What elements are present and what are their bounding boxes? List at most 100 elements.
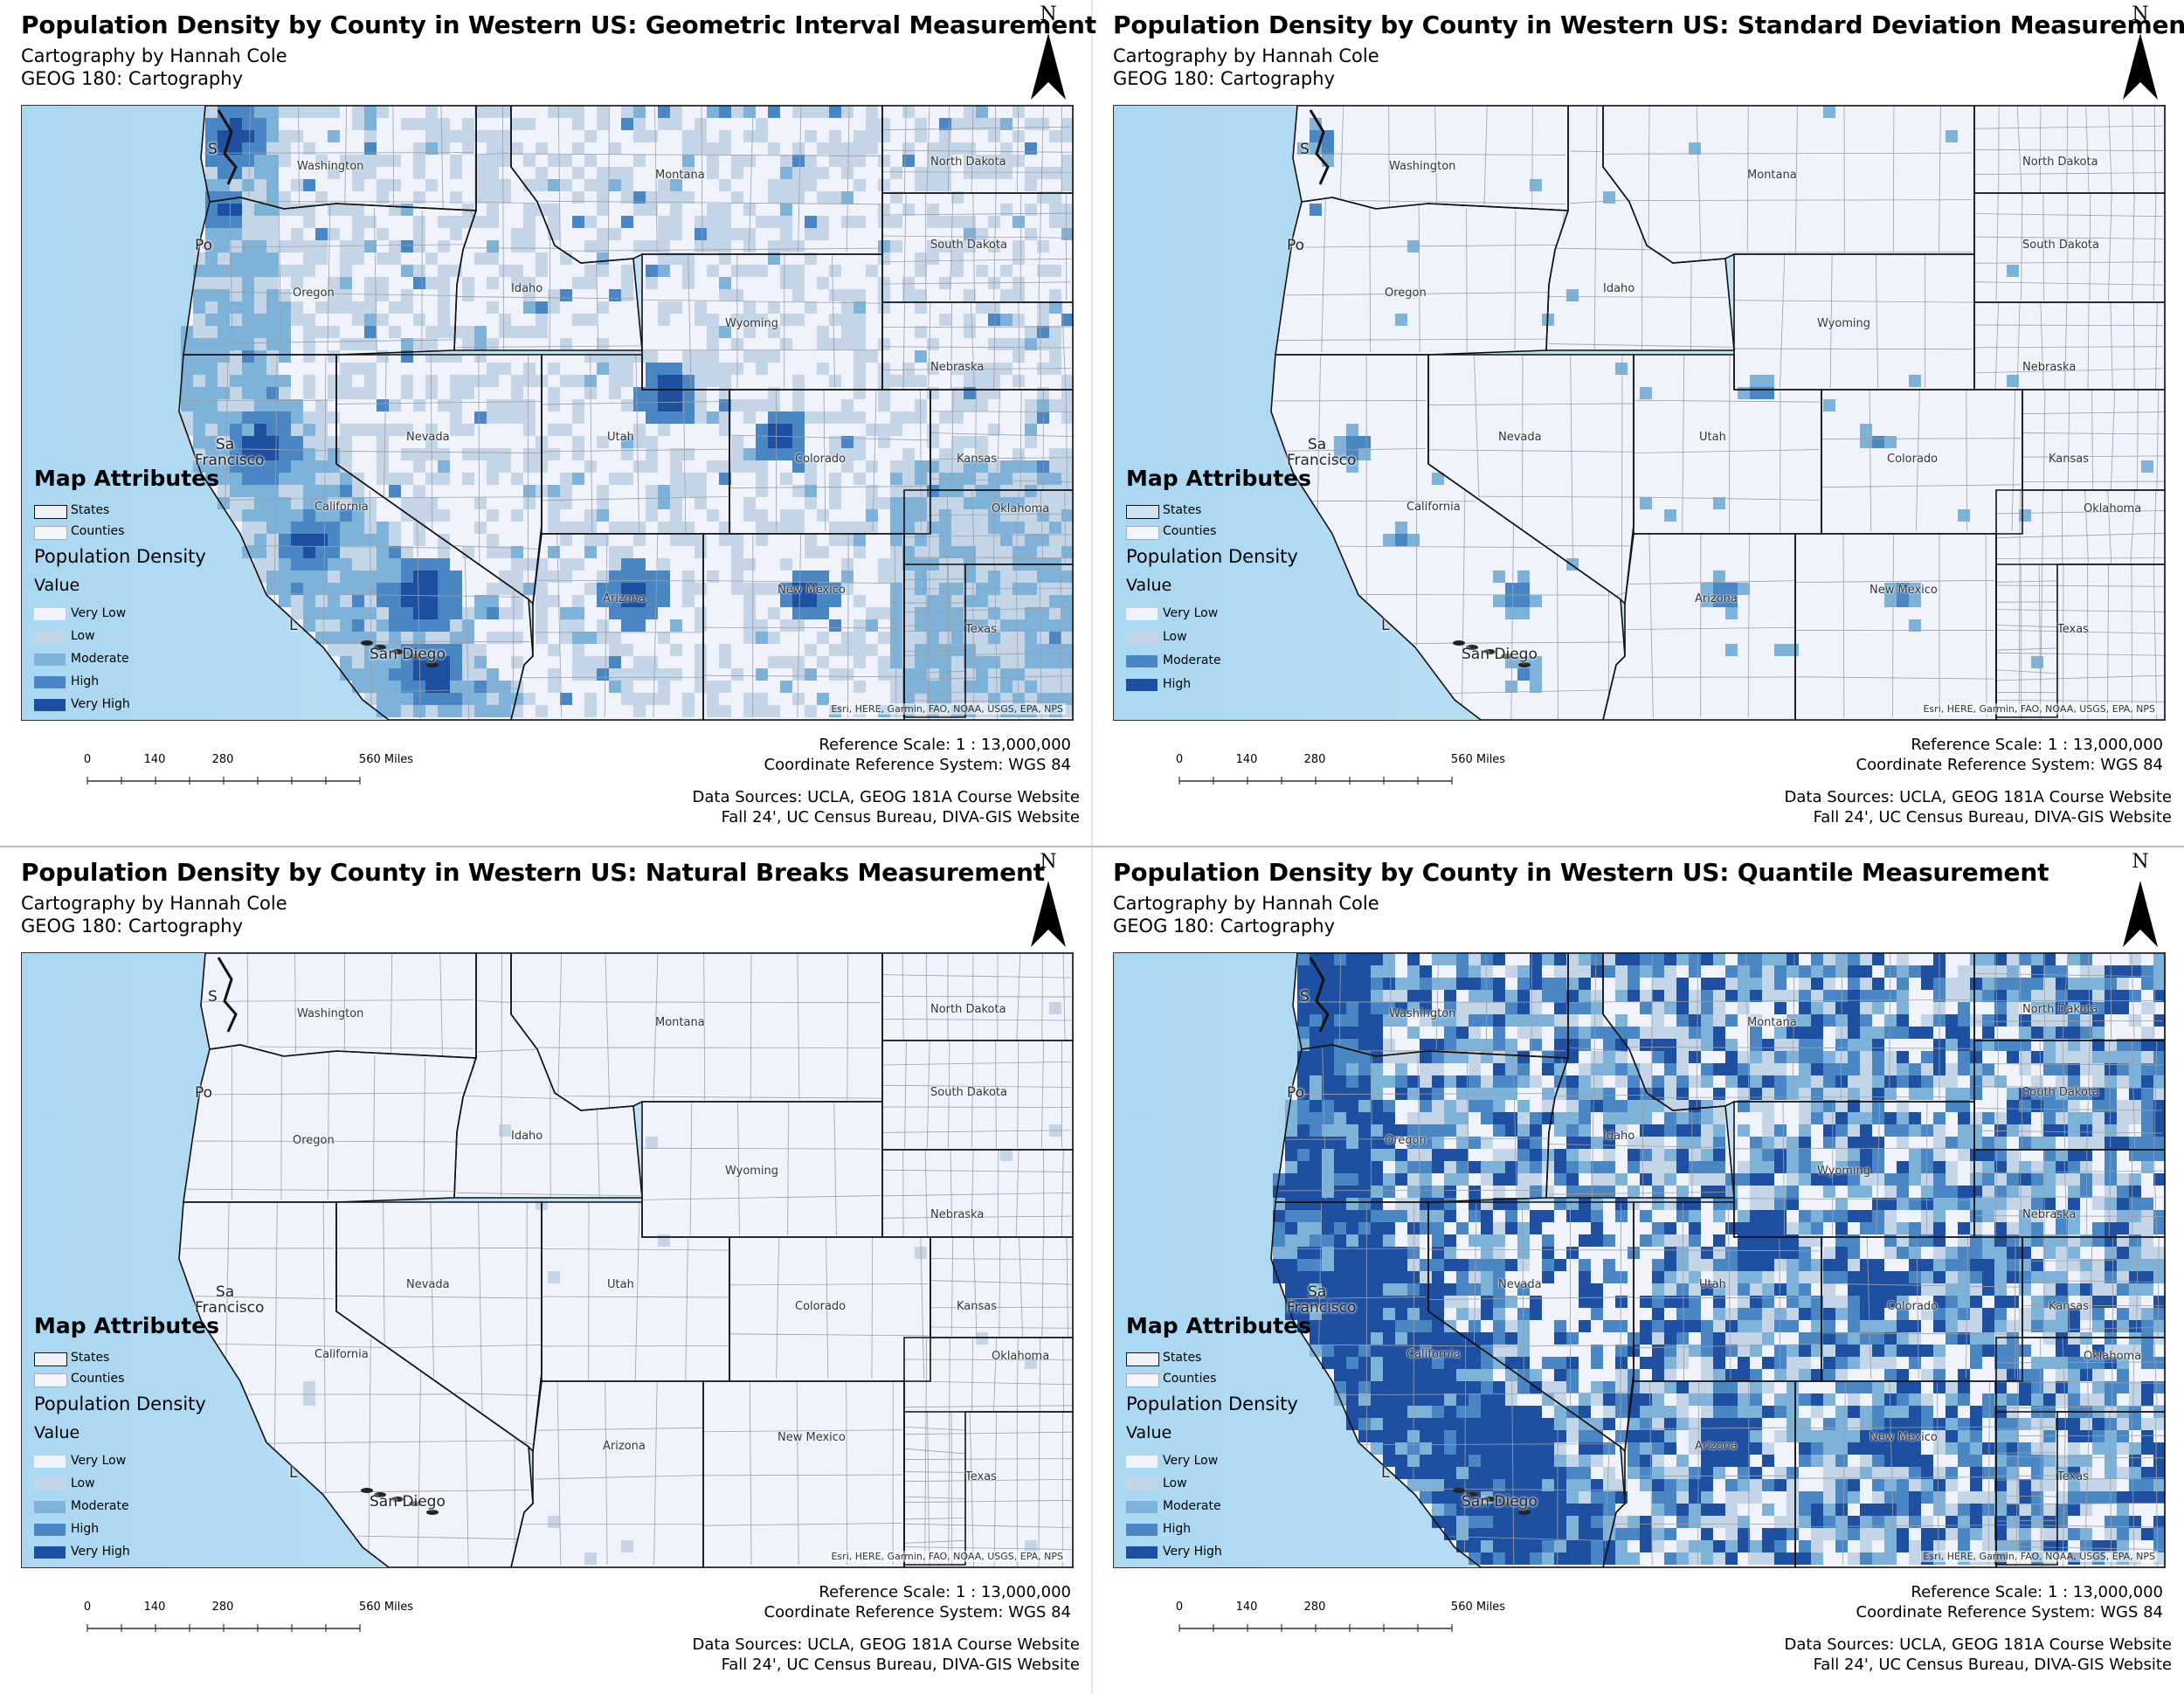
county-cell — [2007, 1112, 2019, 1124]
county-cell — [927, 252, 939, 265]
county-cell — [1322, 953, 1334, 965]
county-cell — [1689, 1100, 1701, 1112]
county-cell — [1676, 1051, 1689, 1063]
county-cell — [1432, 1161, 1444, 1173]
county-cell — [1591, 1418, 1603, 1430]
county-cell — [1713, 1406, 1725, 1418]
county-cell — [548, 301, 560, 314]
county-cell — [890, 632, 902, 644]
county-cell — [1025, 1540, 1037, 1552]
county-cell — [1049, 265, 1061, 277]
county-cell — [1049, 216, 1061, 228]
county-cell — [340, 570, 352, 583]
county-cell — [242, 130, 254, 142]
county-cell — [2056, 1075, 2068, 1088]
county-cell — [364, 424, 377, 436]
county-cell — [328, 301, 340, 314]
county-cell — [474, 155, 487, 167]
county-cell — [1848, 1075, 1860, 1088]
county-cell — [854, 130, 866, 142]
county-cell — [1444, 1259, 1456, 1271]
county-cell — [682, 387, 695, 399]
county-cell — [792, 142, 805, 155]
county-cell — [1982, 1308, 1994, 1320]
basemap-attribution: Esri, HERE, Garmin, FAO, NOAA, USGS, EPA… — [828, 703, 1066, 715]
county-cell — [536, 607, 548, 619]
state-border-new_mexico — [1794, 533, 1997, 720]
state-border-south_dakota — [881, 192, 1073, 303]
county-cell — [1774, 1320, 1787, 1332]
county-cell — [597, 265, 609, 277]
county-cell — [1701, 583, 1713, 595]
county-cell — [1554, 1002, 1566, 1014]
county-cell — [1713, 1357, 1725, 1369]
county-cell — [1456, 1271, 1469, 1283]
county-cell — [1860, 1173, 1872, 1186]
county-cell — [1334, 1345, 1346, 1357]
reference-scale: Reference Scale: 1 : 13,000,000 — [819, 736, 1071, 754]
county-cell — [658, 265, 670, 277]
county-cell — [976, 497, 988, 509]
county-cell — [1603, 1259, 1615, 1271]
county-cell — [1640, 1002, 1652, 1014]
county-cell — [1505, 1075, 1517, 1088]
county-cell — [499, 314, 511, 326]
county-cell — [1811, 1039, 1823, 1051]
county-cell — [242, 252, 254, 265]
county-cell — [1872, 1259, 1884, 1271]
county-cell — [878, 155, 890, 167]
county-cell — [487, 191, 499, 204]
county-cell — [2129, 1332, 2141, 1345]
county-cell — [1994, 1161, 2007, 1173]
county-cell — [841, 142, 854, 155]
county-cell — [352, 424, 364, 436]
county-cell — [1676, 1406, 1689, 1418]
county-cell — [646, 265, 658, 277]
county-cell — [279, 399, 291, 411]
county-cell — [230, 228, 242, 240]
county-cell — [780, 473, 792, 485]
county-cell — [1297, 1027, 1310, 1039]
county-cell — [2129, 965, 2141, 978]
county-cell — [2031, 1051, 2043, 1063]
county-cell — [2007, 1345, 2019, 1357]
county-cell — [1000, 668, 1013, 681]
county-cell — [2129, 1222, 2141, 1234]
county-cell — [2043, 1234, 2056, 1247]
county-cell — [1432, 1137, 1444, 1149]
county-cell — [2019, 990, 2031, 1002]
county-cell — [548, 106, 560, 118]
county-cell — [2117, 1063, 2129, 1075]
state-label-arizona: Arizona — [1695, 592, 1738, 605]
county-cell — [1982, 1063, 1994, 1075]
county-cell — [1493, 953, 1505, 965]
county-cell — [1407, 1308, 1420, 1320]
county-cell — [1664, 1173, 1676, 1186]
county-cell — [1049, 1002, 1061, 1014]
county-cell — [1407, 1210, 1420, 1222]
county-cell — [2056, 1051, 2068, 1063]
county-cell — [1371, 1283, 1383, 1296]
county-cell — [1701, 1014, 1713, 1027]
county-cell — [1774, 1027, 1787, 1039]
county-cell — [1835, 1222, 1848, 1234]
county-cell — [1958, 1063, 1970, 1075]
county-cell — [1799, 1149, 1811, 1161]
county-cell — [1774, 1186, 1787, 1198]
county-cell — [242, 509, 254, 522]
scale-bar: 0 140 280 560 Miles — [1176, 753, 1505, 799]
county-cell — [1297, 1308, 1310, 1320]
county-cell — [939, 448, 951, 460]
county-cell — [523, 460, 536, 473]
county-cell — [499, 326, 511, 338]
county-cell — [1061, 118, 1073, 130]
author-credit: Cartography by Hannah Cole — [21, 893, 287, 914]
county-cell — [1395, 1173, 1407, 1186]
county-cell — [1958, 990, 1970, 1002]
county-cell — [1689, 1051, 1701, 1063]
county-cell — [1591, 953, 1603, 965]
county-cell — [1049, 326, 1061, 338]
county-cell — [756, 460, 768, 473]
state-boundaries — [178, 106, 1073, 720]
county-cell — [1371, 1186, 1383, 1198]
